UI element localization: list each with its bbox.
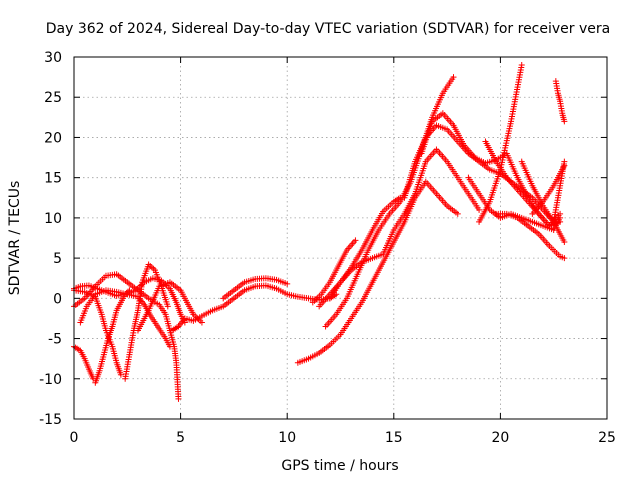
y-tick-label: 25 — [44, 90, 62, 106]
x-tick-label: 10 — [278, 430, 296, 446]
y-tick-label: 10 — [44, 211, 62, 227]
data-point — [561, 162, 568, 169]
x-tick-label: 25 — [598, 430, 616, 446]
y-tick-label: 0 — [53, 291, 62, 307]
y-tick-label: 30 — [44, 50, 62, 66]
x-tick-labels: 0 5 10 15 20 25 — [70, 430, 616, 446]
series-track-16 — [309, 237, 359, 306]
series-track-5 — [71, 287, 124, 378]
data-point — [175, 395, 182, 402]
series-track-22 — [493, 210, 568, 262]
series-track-14 — [322, 74, 457, 330]
series-track-12 — [294, 178, 461, 366]
data-point — [352, 237, 359, 244]
x-tick-label: 15 — [385, 430, 403, 446]
data-point — [450, 74, 457, 81]
y-tick-label: -15 — [39, 412, 62, 428]
axis-ticks — [73, 56, 608, 420]
series-track-20 — [476, 62, 525, 225]
series-track-2 — [71, 343, 97, 382]
data-point — [476, 206, 483, 213]
data-point — [557, 210, 564, 217]
y-tick-label: -10 — [39, 372, 62, 388]
x-tick-label: 20 — [491, 430, 509, 446]
x-tick-label: 5 — [176, 430, 185, 446]
y-tick-label: 20 — [44, 130, 62, 146]
series-track-9 — [134, 279, 205, 334]
data-point — [166, 343, 173, 350]
y-tick-labels: -15 -10 -5 0 5 10 15 20 25 30 — [39, 50, 62, 428]
data-markers — [71, 62, 568, 402]
y-axis-label: SDTVAR / TECUs — [7, 181, 23, 296]
grid-lines — [74, 57, 607, 419]
y-tick-label: 5 — [53, 251, 62, 267]
data-point — [164, 303, 171, 310]
series-track-15 — [326, 194, 404, 302]
data-point — [518, 62, 525, 69]
data-point — [561, 255, 568, 262]
data-point — [561, 239, 568, 246]
series-track-10 — [169, 282, 340, 334]
data-point — [284, 280, 291, 287]
plot-frame — [73, 56, 608, 420]
series-track-6 — [92, 287, 133, 386]
data-point — [561, 118, 568, 125]
data-point — [117, 371, 124, 378]
data-point — [198, 319, 205, 326]
series-track-8 — [124, 275, 188, 326]
series-track-11 — [220, 275, 291, 302]
series-track-25 — [552, 78, 568, 125]
series-track-21 — [482, 138, 564, 229]
series-track-24 — [529, 162, 568, 217]
x-axis-label: GPS time / hours — [281, 458, 398, 474]
y-tick-label: -5 — [48, 332, 62, 348]
y-tick-label: 15 — [44, 171, 62, 187]
data-point — [454, 210, 461, 217]
chart-title: Day 362 of 2024, Sidereal Day-to-day VTE… — [46, 21, 610, 37]
x-tick-label: 0 — [70, 430, 79, 446]
